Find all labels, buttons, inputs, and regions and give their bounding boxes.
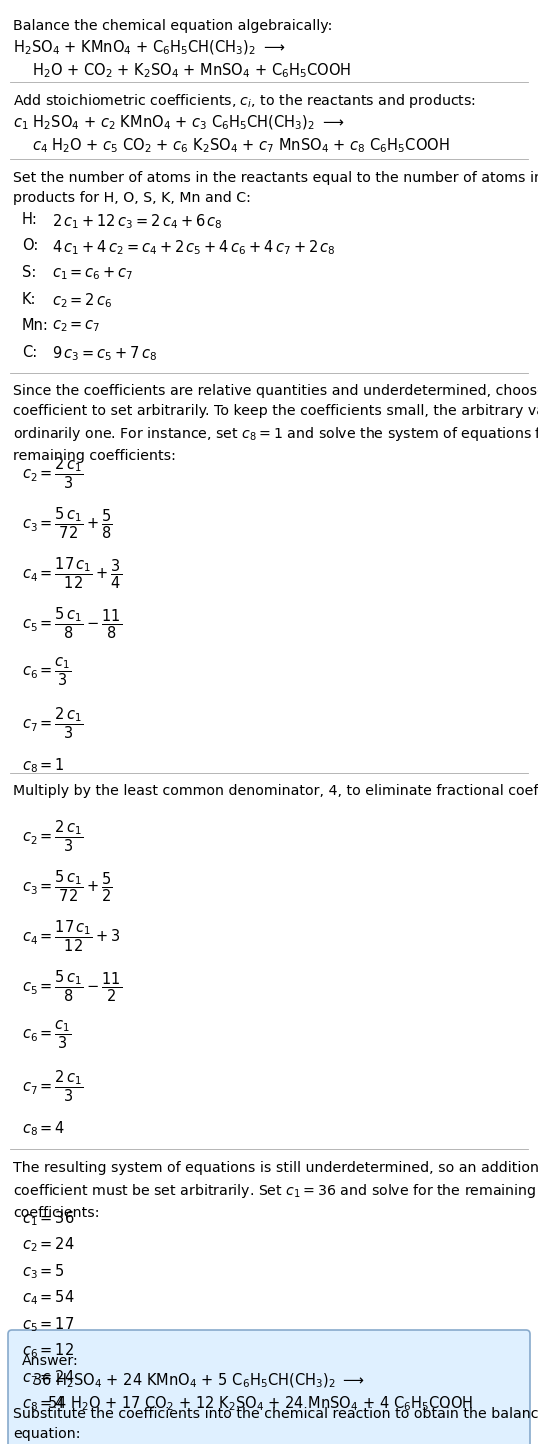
Text: Multiply by the least common denominator, 4, to eliminate fractional coefficient: Multiply by the least common denominator… [13,784,538,799]
Text: $c_3 = \dfrac{5\,c_1}{72} + \dfrac{5}{2}$: $c_3 = \dfrac{5\,c_1}{72} + \dfrac{5}{2}… [22,869,113,904]
Text: $c_2 = c_7$: $c_2 = c_7$ [52,318,101,334]
Text: $c_1$ H$_2$SO$_4$ + $c_2$ KMnO$_4$ + $c_3$ C$_6$H$_5$CH(CH$_3$)$_2$ $\longrighta: $c_1$ H$_2$SO$_4$ + $c_2$ KMnO$_4$ + $c_… [13,114,344,133]
Text: $c_4 = \dfrac{17\,c_1}{12} + 3$: $c_4 = \dfrac{17\,c_1}{12} + 3$ [22,918,121,954]
Text: $c_2 = \dfrac{2\,c_1}{3}$: $c_2 = \dfrac{2\,c_1}{3}$ [22,819,83,855]
FancyBboxPatch shape [8,1330,530,1444]
Text: S:: S: [22,266,37,280]
Text: $c_7 = \dfrac{2\,c_1}{3}$: $c_7 = \dfrac{2\,c_1}{3}$ [22,1069,83,1105]
Text: 36 H$_2$SO$_4$ + 24 KMnO$_4$ + 5 C$_6$H$_5$CH(CH$_3$)$_2$ $\longrightarrow$: 36 H$_2$SO$_4$ + 24 KMnO$_4$ + 5 C$_6$H$… [32,1372,365,1391]
Text: $c_5 = \dfrac{5\,c_1}{8} - \dfrac{11}{2}$: $c_5 = \dfrac{5\,c_1}{8} - \dfrac{11}{2}… [22,969,122,1004]
Text: $c_5 = 17$: $c_5 = 17$ [22,1315,74,1334]
Text: $c_4 = 54$: $c_4 = 54$ [22,1288,75,1307]
Text: $c_6 = \dfrac{c_1}{3}$: $c_6 = \dfrac{c_1}{3}$ [22,1019,72,1051]
Text: $c_8 = 4$: $c_8 = 4$ [22,1395,65,1414]
Text: $c_4 = \dfrac{17\,c_1}{12} + \dfrac{3}{4}$: $c_4 = \dfrac{17\,c_1}{12} + \dfrac{3}{4… [22,556,122,591]
Text: Add stoichiometric coefficients, $c_i$, to the reactants and products:: Add stoichiometric coefficients, $c_i$, … [13,92,476,110]
Text: $c_3 = 5$: $c_3 = 5$ [22,1262,65,1281]
Text: C:: C: [22,345,37,360]
Text: $c_5 = \dfrac{5\,c_1}{8} - \dfrac{11}{8}$: $c_5 = \dfrac{5\,c_1}{8} - \dfrac{11}{8}… [22,606,122,641]
Text: $c_6 = 12$: $c_6 = 12$ [22,1341,74,1360]
Text: $c_7 = 24$: $c_7 = 24$ [22,1367,75,1386]
Text: Since the coefficients are relative quantities and underdetermined, choose a
coe: Since the coefficients are relative quan… [13,384,538,464]
Text: $4\,c_1 + 4\,c_2 = c_4 + 2\,c_5 + 4\,c_6 + 4\,c_7 + 2\,c_8$: $4\,c_1 + 4\,c_2 = c_4 + 2\,c_5 + 4\,c_6… [52,238,336,257]
Text: Set the number of atoms in the reactants equal to the number of atoms in the
pro: Set the number of atoms in the reactants… [13,170,538,205]
Text: $2\,c_1 + 12\,c_3 = 2\,c_4 + 6\,c_8$: $2\,c_1 + 12\,c_3 = 2\,c_4 + 6\,c_8$ [52,212,223,231]
Text: $c_6 = \dfrac{c_1}{3}$: $c_6 = \dfrac{c_1}{3}$ [22,656,72,689]
Text: $c_8 = 4$: $c_8 = 4$ [22,1119,65,1138]
Text: $c_7 = \dfrac{2\,c_1}{3}$: $c_7 = \dfrac{2\,c_1}{3}$ [22,706,83,741]
Text: Answer:: Answer: [22,1354,79,1367]
Text: 54 H$_2$O + 17 CO$_2$ + 12 K$_2$SO$_4$ + 24 MnSO$_4$ + 4 C$_6$H$_5$COOH: 54 H$_2$O + 17 CO$_2$ + 12 K$_2$SO$_4$ +… [47,1393,473,1412]
Text: Substitute the coefficients into the chemical reaction to obtain the balanced
eq: Substitute the coefficients into the che… [13,1406,538,1441]
Text: Balance the chemical equation algebraically:: Balance the chemical equation algebraica… [13,19,332,33]
Text: $c_2 = 2\,c_6$: $c_2 = 2\,c_6$ [52,292,112,310]
Text: $c_1 = c_6 + c_7$: $c_1 = c_6 + c_7$ [52,266,133,282]
Text: The resulting system of equations is still underdetermined, so an additional
coe: The resulting system of equations is sti… [13,1161,538,1220]
Text: Mn:: Mn: [22,318,49,334]
Text: H$_2$O + CO$_2$ + K$_2$SO$_4$ + MnSO$_4$ + C$_6$H$_5$COOH: H$_2$O + CO$_2$ + K$_2$SO$_4$ + MnSO$_4$… [32,61,351,79]
Text: H$_2$SO$_4$ + KMnO$_4$ + C$_6$H$_5$CH(CH$_3$)$_2$ $\longrightarrow$: H$_2$SO$_4$ + KMnO$_4$ + C$_6$H$_5$CH(CH… [13,39,286,58]
Text: $c_2 = \dfrac{2\,c_1}{3}$: $c_2 = \dfrac{2\,c_1}{3}$ [22,456,83,491]
Text: $c_4$ H$_2$O + $c_5$ CO$_2$ + $c_6$ K$_2$SO$_4$ + $c_7$ MnSO$_4$ + $c_8$ C$_6$H$: $c_4$ H$_2$O + $c_5$ CO$_2$ + $c_6$ K$_2… [32,136,450,155]
Text: H:: H: [22,212,38,227]
Text: $c_3 = \dfrac{5\,c_1}{72} + \dfrac{5}{8}$: $c_3 = \dfrac{5\,c_1}{72} + \dfrac{5}{8}… [22,505,113,542]
Text: K:: K: [22,292,37,306]
Text: O:: O: [22,238,38,254]
Text: $c_2 = 24$: $c_2 = 24$ [22,1236,75,1255]
Text: $c_1 = 36$: $c_1 = 36$ [22,1209,75,1227]
Text: $c_8 = 1$: $c_8 = 1$ [22,757,65,774]
Text: $9\,c_3 = c_5 + 7\,c_8$: $9\,c_3 = c_5 + 7\,c_8$ [52,345,157,364]
